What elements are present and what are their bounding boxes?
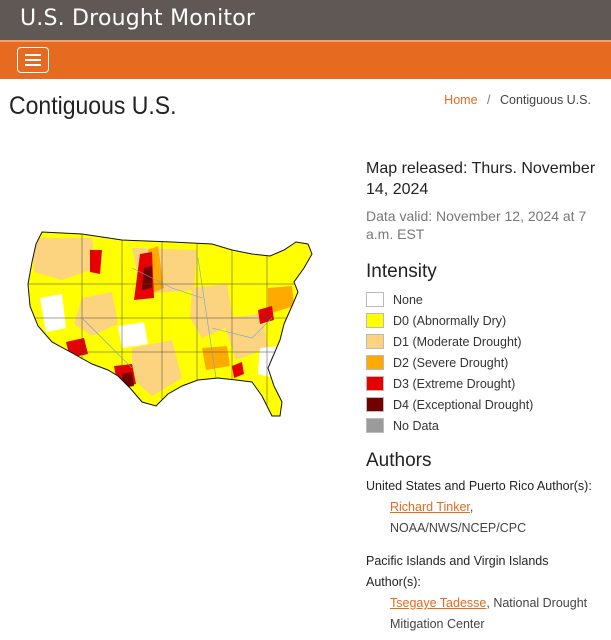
pacific-author: Tsegaye Tadesse, National Drought Mitiga…	[390, 596, 588, 631]
map-released-date: Map released: Thurs. November 14, 2024	[366, 160, 596, 198]
nav-bar	[0, 40, 611, 79]
author-link-richard-tinker[interactable]: Richard Tinker	[390, 500, 470, 514]
legend-item-d1: D1 (Moderate Drought)	[366, 331, 606, 352]
breadcrumb-separator: /	[487, 93, 491, 107]
hamburger-menu-icon[interactable]	[17, 47, 49, 73]
legend-item-none: None	[366, 289, 606, 310]
legend-swatch	[366, 418, 384, 433]
legend-swatch	[366, 397, 384, 412]
us-pr-author: Richard Tinker,	[390, 500, 474, 514]
legend-item-d0: D0 (Abnormally Dry)	[366, 310, 606, 331]
us-pr-author-org: NOAA/NWS/NCEP/CPC	[390, 521, 527, 535]
legend-item-d4: D4 (Exceptional Drought)	[366, 394, 606, 415]
author-link-tsegaye-tadesse[interactable]: Tsegaye Tadesse	[390, 596, 487, 610]
intensity-heading: Intensity	[366, 261, 437, 282]
pacific-authors-label: Pacific Islands and Virgin Islands Autho…	[366, 554, 549, 589]
data-valid-date: Data valid: November 12, 2024 at 7 a.m. …	[366, 208, 587, 242]
legend-swatch	[366, 313, 384, 328]
breadcrumb: Home / Contiguous U.S.	[444, 93, 591, 107]
page-title: Contiguous U.S.	[9, 92, 177, 120]
us-pr-authors-label: United States and Puerto Rico Author(s):	[366, 479, 592, 493]
drought-map-image[interactable]	[22, 228, 332, 428]
legend-swatch	[366, 376, 384, 391]
site-header: U.S. Drought Monitor	[0, 0, 611, 40]
map-info-panel: Map released: Thurs. November 14, 2024 D…	[366, 158, 606, 635]
breadcrumb-home-link[interactable]: Home	[444, 93, 478, 107]
authors-heading: Authors	[366, 450, 432, 471]
legend-item-d2: D2 (Severe Drought)	[366, 352, 606, 373]
legend-item-d3: D3 (Extreme Drought)	[366, 373, 606, 394]
site-title[interactable]: U.S. Drought Monitor	[20, 6, 256, 31]
legend-item-no-data: No Data	[366, 415, 606, 436]
intensity-legend: None D0 (Abnormally Dry) D1 (Moderate Dr…	[366, 289, 606, 436]
breadcrumb-current: Contiguous U.S.	[499, 93, 591, 107]
legend-swatch	[366, 334, 384, 349]
legend-swatch	[366, 355, 384, 370]
legend-swatch	[366, 292, 384, 307]
